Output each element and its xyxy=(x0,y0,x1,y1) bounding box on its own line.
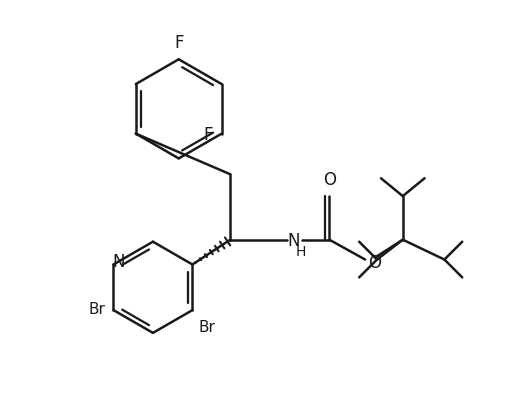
Text: F: F xyxy=(174,33,183,52)
Text: F: F xyxy=(203,125,213,143)
Text: Br: Br xyxy=(89,301,105,316)
Text: N: N xyxy=(112,253,125,271)
Text: O: O xyxy=(368,253,381,271)
Text: Br: Br xyxy=(199,319,215,334)
Text: O: O xyxy=(323,171,336,189)
Text: H: H xyxy=(296,245,306,259)
Text: N: N xyxy=(288,231,300,249)
